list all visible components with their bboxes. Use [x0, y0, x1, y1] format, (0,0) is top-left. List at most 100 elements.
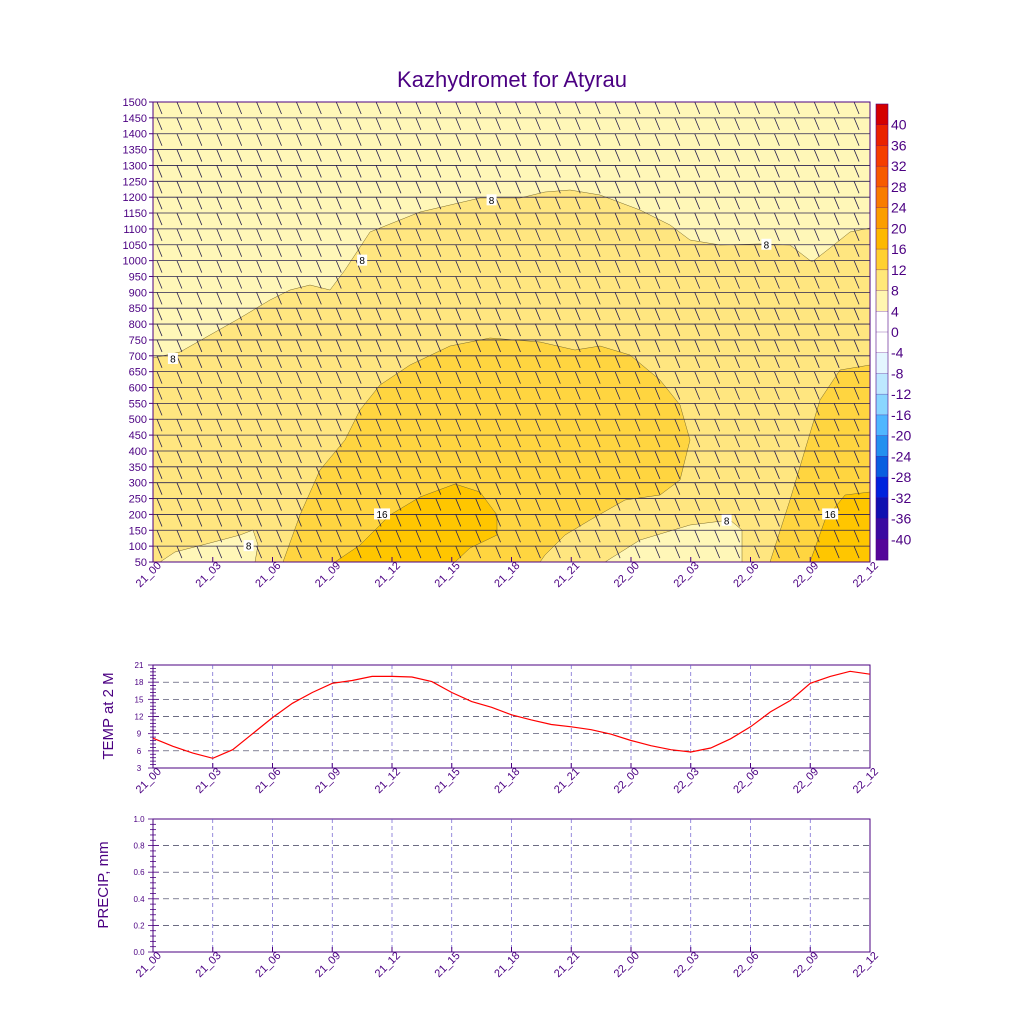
wind-barb-tick — [415, 355, 422, 368]
wind-barb-tick — [475, 165, 482, 178]
wind-barb-tick — [176, 387, 183, 400]
y-tick-label: 15 — [135, 695, 144, 704]
wind-barb-tick — [296, 181, 302, 194]
wind-barb-tick — [774, 514, 780, 527]
wind-barb-tick — [515, 228, 521, 242]
x-tick-label: 21_18 — [492, 950, 522, 980]
wind-barb-tick — [276, 545, 282, 559]
x-tick-label: 22_09 — [791, 766, 821, 796]
wind-barb-tick — [774, 530, 780, 543]
wind-barb-tick — [335, 276, 342, 289]
wind-barb-tick — [833, 228, 840, 242]
wind-barb-tick — [793, 117, 800, 131]
colorbar-label: 28 — [891, 179, 907, 195]
wind-barb-tick — [495, 514, 501, 527]
wind-barb-tick — [435, 355, 442, 368]
wind-barb-tick — [455, 244, 462, 257]
wind-barb-tick — [276, 339, 282, 353]
wind-barb-tick — [535, 403, 541, 416]
wind-barb-tick — [833, 339, 840, 353]
wind-barb-tick — [335, 323, 342, 337]
wind-barb-tick — [734, 149, 740, 162]
wind-barb-tick — [813, 197, 820, 210]
wind-barb-tick — [355, 102, 362, 115]
wind-barb-tick — [833, 434, 840, 448]
wind-barb-tick — [375, 260, 382, 273]
wind-barb-tick — [813, 434, 820, 448]
y-tick-label: 18 — [135, 678, 144, 687]
wind-barb-tick — [734, 133, 740, 146]
wind-barb-tick — [654, 339, 661, 353]
contour-labels: 8 8 8 8 8 8 16 16 — [167, 194, 839, 553]
wind-barb-tick — [535, 498, 541, 511]
wind-barb-tick — [475, 181, 482, 194]
wind-barb-tick — [355, 308, 362, 321]
wind-barb-tick — [216, 466, 223, 479]
wind-barb-tick — [774, 466, 780, 479]
wind-barb-tick — [296, 244, 302, 257]
wind-barb-tick — [614, 545, 621, 559]
wind-barb-tick — [216, 323, 223, 337]
precip-panel: 0.00.20.40.60.81.0 21_00 21_03 21_06 21_09 2… — [95, 815, 881, 980]
wind-barb-tick — [276, 387, 282, 400]
x-tick-label: 21_03 — [194, 560, 224, 590]
x-tick-label: 21_15 — [433, 766, 463, 796]
wind-barb-tick — [395, 355, 402, 368]
wind-barb-tick — [355, 133, 362, 146]
wind-barb-tick — [296, 466, 302, 479]
wind-barb-tick — [535, 419, 541, 432]
wind-barb-tick — [813, 260, 820, 273]
wind-barb-tick — [554, 260, 561, 273]
wind-barb-tick — [236, 244, 243, 257]
wind-barb-tick — [535, 197, 541, 210]
wind-barb-tick — [335, 244, 342, 257]
wind-barb-tick — [335, 355, 342, 368]
contour-label-bg — [374, 508, 391, 520]
wind-barb-tick — [594, 419, 601, 432]
y-tick-label: 1450 — [123, 113, 147, 125]
wind-barb-tick — [375, 323, 382, 337]
wind-barb-tick — [793, 387, 800, 400]
wind-barb-tick — [216, 260, 223, 273]
y-tick-label: 350 — [129, 462, 147, 474]
x-tick-label: 21_15 — [433, 950, 463, 980]
wind-barb-tick — [236, 260, 243, 273]
y-tick-label: 450 — [129, 430, 147, 442]
wind-barb-tick — [475, 355, 482, 368]
wind-barb-tick — [455, 308, 462, 321]
wind-barb-tick — [614, 228, 621, 242]
wind-barb-tick — [574, 419, 581, 432]
wind-barb-tick — [335, 482, 342, 495]
wind-barb-tick — [813, 339, 820, 353]
wind-barb-tick — [594, 530, 601, 543]
wind-barb-tick — [515, 387, 521, 400]
wind-barb-tick — [535, 545, 541, 559]
colorbar-segment — [876, 477, 888, 499]
wind-barb-tick — [734, 260, 740, 273]
wind-barb-tick — [335, 466, 342, 479]
wind-barb-tick — [634, 102, 641, 115]
x-tick-label: 21_09 — [313, 766, 343, 796]
wind-barb-tick — [335, 149, 342, 162]
wind-barb-tick — [754, 387, 760, 400]
x-tick-label: 22_06 — [731, 766, 761, 796]
wind-barb-tick — [415, 292, 422, 305]
wind-barb-tick — [535, 371, 541, 384]
x-tick-label: 21_03 — [194, 950, 224, 980]
wind-barb-tick — [156, 339, 163, 353]
colorbar-segment — [876, 414, 888, 436]
wind-barb-tick — [395, 419, 402, 432]
colorbar-segment — [876, 124, 888, 146]
wind-barb-tick — [793, 355, 800, 368]
wind-barb-tick — [734, 117, 740, 131]
wind-barb-tick — [694, 450, 701, 464]
wind-barb-tick — [276, 308, 282, 321]
cold-upper-region — [153, 102, 870, 359]
y-tick-label: 3 — [137, 764, 142, 773]
wind-barb-tick — [236, 276, 243, 289]
wind-barb-tick — [614, 482, 621, 495]
wind-barb-tick — [634, 260, 641, 273]
y-tick-label: 250 — [129, 494, 147, 506]
warm-16-plus-region-right — [809, 491, 870, 562]
wind-barb-tick — [574, 434, 581, 448]
